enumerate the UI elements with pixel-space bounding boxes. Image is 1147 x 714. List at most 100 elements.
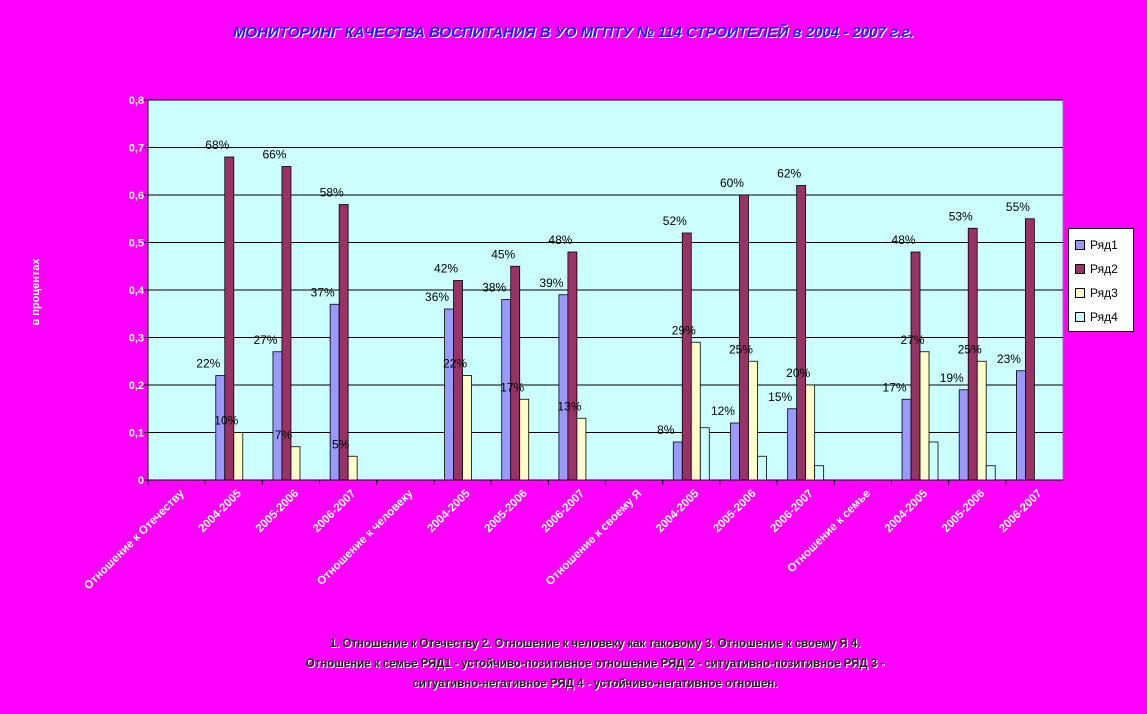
data-label: 7% <box>275 428 293 442</box>
bar-Ряд2-3 <box>338 204 349 481</box>
y-tick-label: 0 <box>138 475 144 487</box>
bar-Ряд3-3 <box>347 455 358 481</box>
bar-Ряд2-1 <box>224 156 235 481</box>
bar-Ряд1-13 <box>901 398 912 481</box>
data-label: 15% <box>768 390 792 404</box>
data-label: 20% <box>786 366 810 380</box>
data-label: 52% <box>663 214 687 228</box>
data-label: 25% <box>729 342 753 356</box>
data-label: 62% <box>777 167 801 181</box>
data-label: 27% <box>901 333 925 347</box>
data-label: 68% <box>205 138 229 152</box>
data-label: 23% <box>997 352 1021 366</box>
bar-Ряд1-14 <box>958 389 969 481</box>
bar-Ряд2-15 <box>1025 218 1035 481</box>
bar-Ряд2-11 <box>796 185 807 481</box>
y-tick-label: 0,4 <box>129 285 145 297</box>
x-category-label: 2005-2006 <box>482 488 529 535</box>
y-tick-label: 0,8 <box>129 95 144 107</box>
bar-Ряд4-10 <box>757 455 767 481</box>
y-tick-label: 0,3 <box>129 333 144 345</box>
bar-Ряд3-5 <box>462 375 472 481</box>
bar-Ряд3-9 <box>690 341 701 481</box>
x-category-label: 2005-2006 <box>940 488 987 535</box>
data-label: 22% <box>443 357 467 371</box>
x-category-label: 2006-2007 <box>997 488 1044 535</box>
y-tick-label: 0,2 <box>129 380 144 392</box>
x-category-label: 2006-2007 <box>540 488 587 535</box>
bar-Ряд4-14 <box>985 465 996 481</box>
bar-Ряд4-13 <box>928 441 939 481</box>
bar-Ряд3-2 <box>290 446 301 481</box>
bar-Ряд3-14 <box>976 360 987 481</box>
bar-Ряд1-11 <box>787 408 798 481</box>
bar-Ряд1-2 <box>272 351 283 481</box>
bar-Ряд1-9 <box>672 441 683 481</box>
bar-Ряд1-3 <box>329 303 340 481</box>
bar-Ряд3-6 <box>519 398 530 481</box>
bar-Ряд3-1 <box>233 432 244 481</box>
data-label: 39% <box>539 276 563 290</box>
data-label: 60% <box>720 176 744 190</box>
bar-Ряд2-10 <box>739 194 749 481</box>
data-label: 55% <box>1006 200 1030 214</box>
legend-swatch <box>1075 288 1085 298</box>
data-label: 48% <box>548 233 572 247</box>
bar-Ряд3-10 <box>748 360 758 481</box>
bar-Ряд1-10 <box>730 422 740 481</box>
x-category-label: 2006-2007 <box>768 488 815 535</box>
x-category-label: 2004-2005 <box>197 487 245 535</box>
data-label: 27% <box>253 333 277 347</box>
data-label: 37% <box>311 285 335 299</box>
x-category-label: 2005-2006 <box>254 488 301 535</box>
bar-Ряд2-9 <box>681 232 692 481</box>
bar-Ряд2-6 <box>510 265 521 481</box>
bar-Ряд2-2 <box>281 166 292 481</box>
data-label: 22% <box>196 357 220 371</box>
bar-Ряд3-13 <box>919 351 930 481</box>
x-category-label: 2004-2005 <box>654 487 702 535</box>
y-tick-label: 0,6 <box>129 190 144 202</box>
bar-Ряд3-7 <box>576 417 587 481</box>
data-label: 66% <box>262 148 286 162</box>
legend-swatch <box>1075 264 1085 274</box>
y-tick-label: 0,7 <box>129 143 144 155</box>
y-tick-label: 0,5 <box>129 238 144 250</box>
bar-Ряд1-15 <box>1016 370 1026 481</box>
x-category-label: Отношение к своему Я <box>544 488 644 588</box>
bar-Ряд4-11 <box>814 465 825 481</box>
data-label: 42% <box>434 262 458 276</box>
data-label: 48% <box>892 233 916 247</box>
bar-Ряд4-9 <box>699 427 710 481</box>
bar-Ряд1-5 <box>444 308 454 481</box>
bar-Ряд2-5 <box>453 280 463 481</box>
x-category-label: 2005-2006 <box>711 488 758 535</box>
bar-Ряд2-7 <box>567 251 578 481</box>
footnote: 1. Отношение к Отечеству 2. Отношение к … <box>180 634 1010 694</box>
data-label: 17% <box>883 380 907 394</box>
bar-Ряд1-1 <box>215 375 226 481</box>
data-label: 12% <box>711 404 735 418</box>
bar-Ряд2-13 <box>910 251 921 481</box>
data-label: 17% <box>500 380 524 394</box>
x-category-label: Отношение к Отечеству <box>82 487 187 592</box>
x-category-label: 2006-2007 <box>311 488 358 535</box>
data-label: 13% <box>557 399 581 413</box>
data-label: 25% <box>958 342 982 356</box>
legend-label: Ряд1 <box>1090 238 1118 252</box>
plot-area: 0 0,1 0,2 0,3 0,4 0,5 0,6 0,7 0,8 Отношение к Оте… <box>82 95 1064 592</box>
chart-title: МОНИТОРИНГ КАЧЕСТВА ВОСПИТАНИЯ В УО МГПТ… <box>233 24 914 41</box>
y-tick-label: 0,1 <box>129 428 144 440</box>
data-label: 8% <box>657 423 675 437</box>
data-label: 58% <box>320 186 344 200</box>
legend: Ряд1 Ряд2 Ряд3 Ряд4 <box>1068 228 1134 332</box>
legend-swatch <box>1075 240 1085 250</box>
data-label: 45% <box>491 247 515 261</box>
x-category-label: 2004-2005 <box>425 487 473 535</box>
data-label: 36% <box>425 290 449 304</box>
data-label: 29% <box>672 323 696 337</box>
legend-item: Ряд3 <box>1075 281 1133 305</box>
x-category-label: 2004-2005 <box>883 487 931 535</box>
data-label: 10% <box>214 414 238 428</box>
